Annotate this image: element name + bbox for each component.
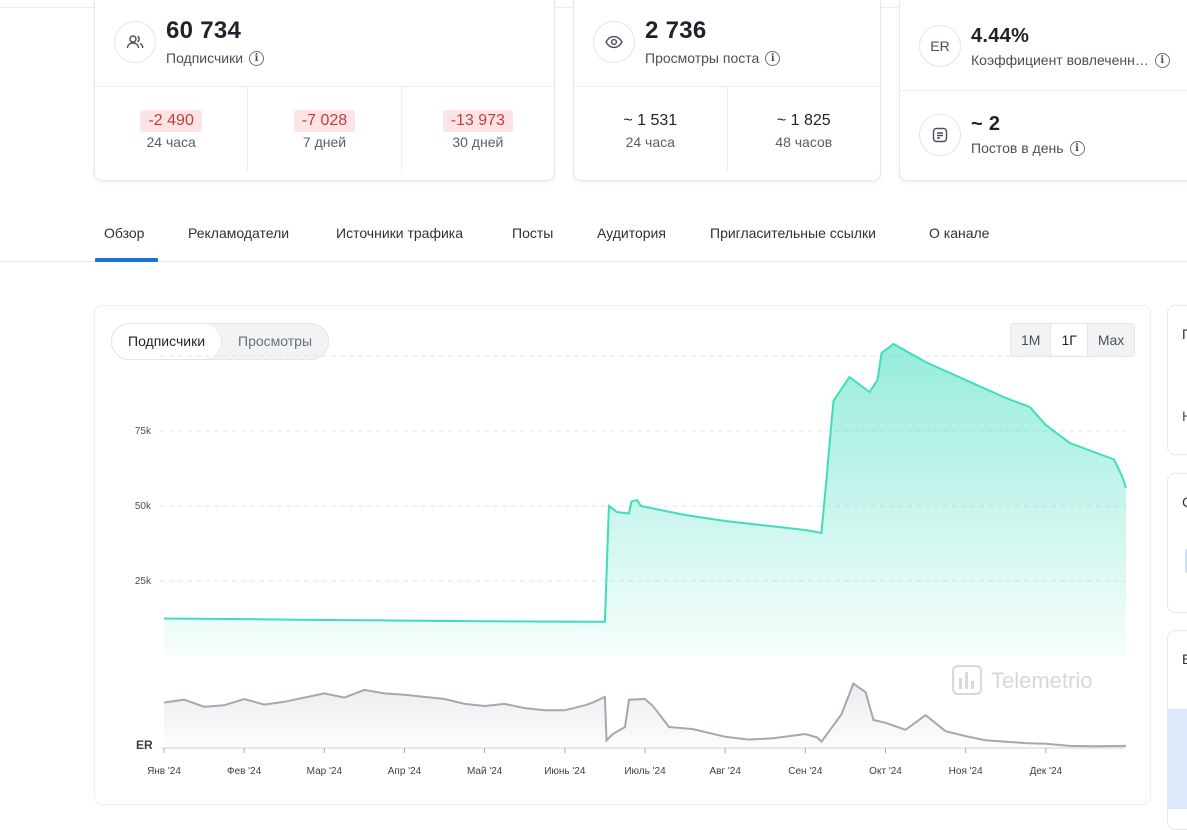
views-value: 2 736 — [645, 17, 707, 44]
views-period: 48 часов — [775, 133, 833, 150]
tab-invite-links[interactable]: Пригласительные ссылки — [710, 225, 876, 241]
subscribers-area-chart: 25k 50k 75k Telemetrio ER Янв '24 Фев '24 Ма… — [135, 342, 1127, 777]
watermark: Telemetrio — [952, 665, 1092, 695]
users-icon — [114, 21, 156, 63]
er-label-text: Коэффициент вовлеченн… — [971, 52, 1149, 68]
er-value: 4.44% — [971, 25, 1030, 47]
er-badge-text: ER — [930, 38, 950, 54]
side-card-2: С — [1167, 473, 1187, 613]
views-label: Просмотры поста i — [645, 50, 781, 66]
side-card-1-title: П — [1182, 326, 1187, 342]
change-value: -2 490 — [140, 109, 202, 132]
tab-posts[interactable]: Посты — [512, 225, 554, 241]
posts-label: Постов в день i — [971, 140, 1085, 156]
subscribers-label: Подписчики i — [166, 50, 265, 66]
x-tick-label: Фев '24 — [227, 766, 262, 777]
er-area-fill — [164, 683, 1126, 748]
change-30d: -13 973 30 дней — [402, 87, 554, 172]
views-period: 24 часа — [625, 133, 675, 150]
x-tick-label: Авг '24 — [709, 766, 741, 777]
range-1y[interactable]: 1Г — [1051, 324, 1088, 356]
side-card-3-chart — [1168, 709, 1187, 809]
change-value: -13 973 — [442, 109, 513, 132]
tab-audience[interactable]: Аудитория — [597, 225, 666, 241]
range-max[interactable]: Max — [1097, 332, 1125, 348]
x-tick-label: Сен '24 — [788, 766, 823, 777]
views-label-text: Просмотры поста — [645, 50, 760, 66]
x-tick-label: Апр '24 — [388, 766, 422, 777]
range-1m[interactable]: 1М — [1011, 324, 1052, 356]
y-tick-label: 75k — [135, 426, 152, 437]
views-24h: ~ 1 531 24 часа — [574, 87, 728, 172]
posts-value: ~ 2 — [971, 113, 1001, 135]
subscribers-series-line — [163, 342, 1127, 623]
subscribers-label-text: Подписчики — [166, 50, 244, 66]
side-card-1: П Н — [1167, 305, 1187, 455]
views-approx-value: ~ 1 531 — [623, 111, 678, 129]
change-24h: -2 490 24 часа — [95, 87, 249, 172]
active-tab-indicator — [95, 258, 158, 262]
info-icon[interactable]: i — [1154, 52, 1170, 68]
side-card-3: Е — [1167, 630, 1187, 830]
x-tick-label: Июль '24 — [624, 766, 666, 777]
subscribers-area-fill — [164, 344, 1126, 656]
info-icon[interactable]: i — [249, 50, 265, 66]
channel-tabs: Обзор Рекламодатели Источники трафика По… — [0, 208, 1187, 262]
change-7d: -7 028 7 дней — [248, 87, 402, 172]
side-card-2-bar — [1185, 549, 1187, 573]
x-tick-label: Янв '24 — [147, 766, 181, 777]
x-tick-label: Ноя '24 — [949, 766, 983, 777]
tab-about[interactable]: О канале — [929, 225, 990, 241]
toggle-views[interactable]: Просмотры — [238, 333, 313, 349]
side-card-1-text: Н — [1182, 408, 1187, 424]
x-tick-label: Окт '24 — [869, 766, 902, 777]
x-tick-label: Дек '24 — [1030, 766, 1063, 777]
er-label: Коэффициент вовлеченн… i — [971, 52, 1170, 68]
watermark-text: Telemetrio — [991, 668, 1092, 693]
er-series-line — [163, 682, 1127, 748]
change-period: 24 часа — [146, 133, 196, 150]
x-tick-label: Мар '24 — [307, 766, 343, 777]
views-card: 2 736 Просмотры поста i ~ 1 531 24 часа … — [573, 0, 881, 181]
posts-icon — [919, 114, 961, 156]
tab-advertisers[interactable]: Рекламодатели — [188, 225, 290, 241]
change-period: 30 дней — [452, 133, 504, 150]
er-card: ER 4.44% Коэффициент вовлеченн… i ~ 2 По… — [899, 0, 1187, 181]
y-tick-label: 25k — [135, 576, 152, 587]
tab-traffic-sources[interactable]: Источники трафика — [336, 225, 464, 241]
info-icon[interactable]: i — [765, 50, 781, 66]
eye-icon — [593, 21, 635, 63]
views-approx-value: ~ 1 825 — [776, 111, 831, 129]
side-card-3-title: Е — [1182, 651, 1187, 667]
tab-overview[interactable]: Обзор — [104, 225, 145, 241]
views-48h: ~ 1 825 48 часов — [728, 87, 881, 172]
posts-label-text: Постов в день — [971, 140, 1064, 156]
growth-chart-card: Подписчики Просмотры 1М 1Г Max 25k 50k 75k… — [94, 305, 1151, 805]
y-tick-label: 50k — [135, 501, 152, 512]
subscribers-card: 60 734 Подписчики i -2 490 24 часа -7 02… — [94, 0, 555, 181]
er-axis-label: ER — [136, 738, 153, 752]
toggle-subscribers[interactable]: Подписчики — [112, 324, 223, 359]
x-tick-label: Июнь '24 — [544, 766, 586, 777]
x-tick-label: Май '24 — [467, 766, 503, 777]
change-period: 7 дней — [302, 133, 347, 150]
metric-toggle: Подписчики Просмотры — [111, 323, 330, 360]
info-icon[interactable]: i — [1069, 140, 1085, 156]
subscribers-value: 60 734 — [166, 17, 242, 44]
side-card-2-title: С — [1182, 494, 1187, 510]
change-value: -7 028 — [293, 109, 356, 132]
er-badge-icon: ER — [919, 25, 961, 67]
